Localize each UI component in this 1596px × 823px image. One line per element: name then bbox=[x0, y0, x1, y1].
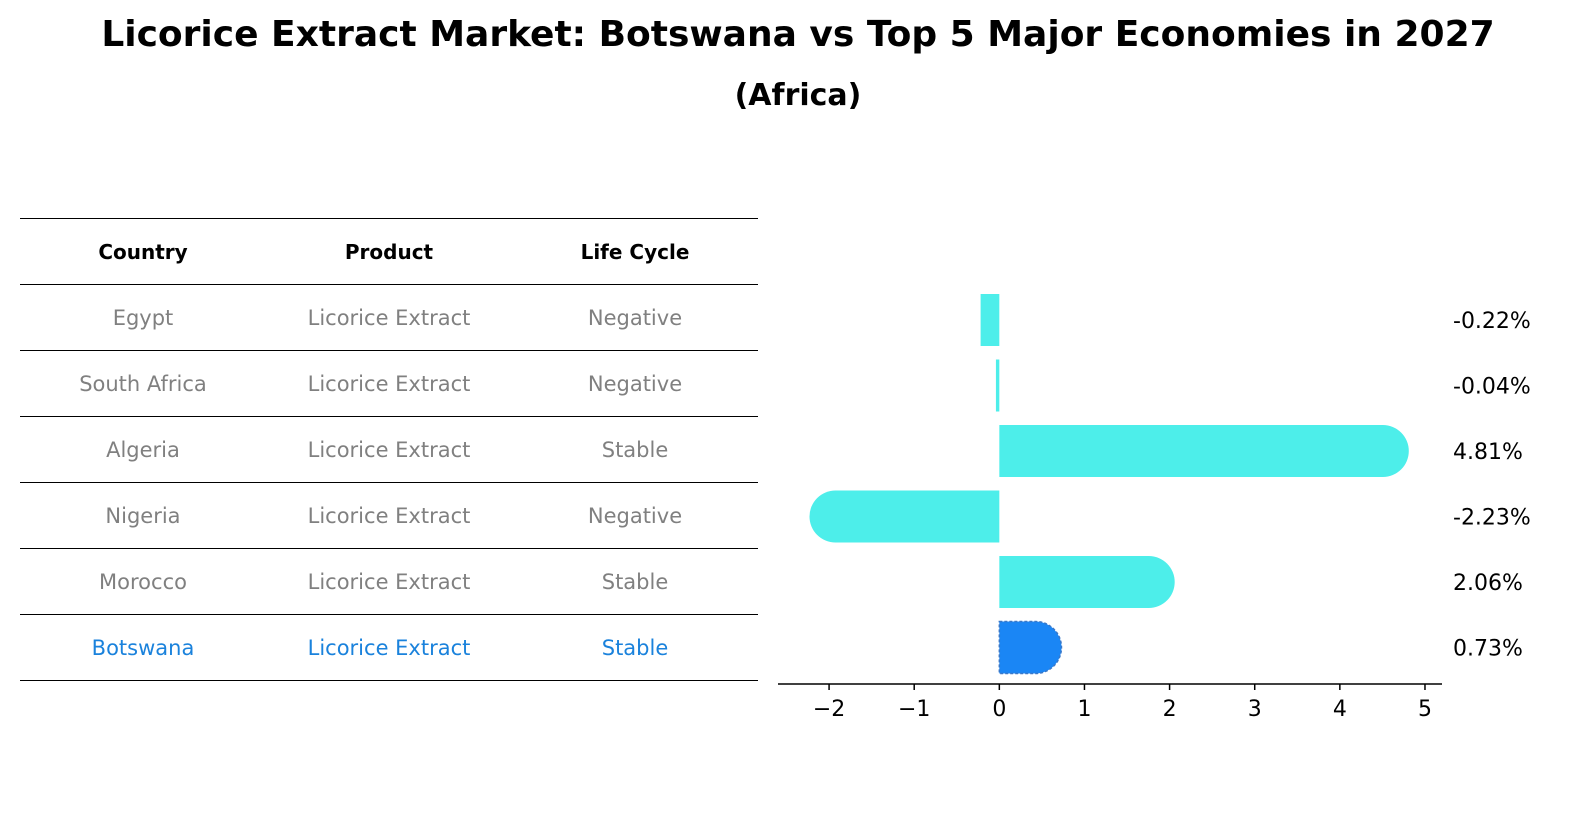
table-row: Morocco Licorice Extract Stable bbox=[20, 548, 758, 614]
bar-egypt bbox=[980, 294, 1000, 346]
cell-country: South Africa bbox=[79, 371, 207, 396]
table-header-row: Country Product Life Cycle bbox=[20, 218, 758, 284]
cell-product: Licorice Extract bbox=[307, 437, 471, 462]
cell-product: Licorice Extract bbox=[307, 635, 471, 660]
bar-value-label: -0.22% bbox=[1453, 309, 1531, 334]
header-life-cycle: Life Cycle bbox=[580, 239, 690, 264]
table-row: Nigeria Licorice Extract Negative bbox=[20, 482, 758, 548]
cell-country: Morocco bbox=[99, 569, 187, 594]
header-product: Product bbox=[344, 239, 434, 264]
x-tick-label: −1 bbox=[898, 697, 930, 722]
cell-life-cycle: Negative bbox=[587, 503, 683, 528]
cell-country: Algeria bbox=[106, 437, 180, 462]
cell-product: Licorice Extract bbox=[307, 371, 471, 396]
cell-product: Licorice Extract bbox=[307, 569, 471, 594]
x-tick-label: 1 bbox=[1077, 697, 1091, 722]
cell-life-cycle: Stable bbox=[601, 569, 669, 594]
table-row: South Africa Licorice Extract Negative bbox=[20, 350, 758, 416]
bar-botswana bbox=[998, 620, 1063, 675]
cell-country: Botswana bbox=[91, 635, 195, 660]
bar-south-africa bbox=[995, 359, 1000, 412]
bar-value-label: 0.73% bbox=[1453, 637, 1523, 662]
bar-value-label: 4.81% bbox=[1453, 440, 1523, 465]
cell-country: Egypt bbox=[112, 305, 174, 330]
x-tick-label: −2 bbox=[813, 697, 845, 722]
bar-chart: -0.22% -0.04% 4.81% -2.23% 2.06% 0.73% −2 −1 0 1 2… bbox=[778, 294, 1531, 722]
bar-value-label: -0.04% bbox=[1453, 375, 1531, 400]
chart-title: Licorice Extract Market: Botswana vs Top… bbox=[101, 14, 1495, 55]
cell-life-cycle: Stable bbox=[601, 635, 669, 660]
x-tick-label: 0 bbox=[992, 697, 1006, 722]
cell-product: Licorice Extract bbox=[307, 305, 471, 330]
header-country: Country bbox=[98, 239, 188, 264]
bar-value-label: 2.06% bbox=[1453, 571, 1523, 596]
x-tick-label: 4 bbox=[1333, 697, 1347, 722]
table-row: Algeria Licorice Extract Stable bbox=[20, 416, 758, 482]
table-row: Egypt Licorice Extract Negative bbox=[20, 284, 758, 350]
bar-nigeria bbox=[809, 490, 1000, 543]
chart-subtitle: (Africa) bbox=[734, 78, 862, 113]
cell-life-cycle: Negative bbox=[587, 305, 683, 330]
cell-life-cycle: Stable bbox=[601, 437, 669, 462]
cell-product: Licorice Extract bbox=[307, 503, 471, 528]
x-tick-label: 5 bbox=[1418, 697, 1432, 722]
data-table: Country Product Life Cycle Egypt Licoric… bbox=[20, 218, 758, 681]
bar-value-label: -2.23% bbox=[1453, 506, 1531, 531]
x-tick-label: 2 bbox=[1163, 697, 1177, 722]
table-row-highlight: Botswana Licorice Extract Stable bbox=[20, 614, 758, 681]
cell-country: Nigeria bbox=[105, 503, 181, 528]
cell-life-cycle: Negative bbox=[587, 371, 683, 396]
bar-morocco bbox=[999, 556, 1175, 608]
bar-algeria bbox=[999, 425, 1409, 477]
x-tick-label: 3 bbox=[1248, 697, 1262, 722]
